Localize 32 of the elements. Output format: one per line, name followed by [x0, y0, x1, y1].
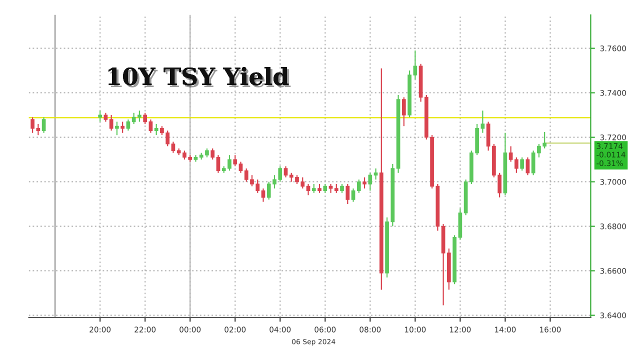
- candlestick: [328, 183, 333, 194]
- candlestick: [374, 168, 378, 180]
- candlestick: [346, 183, 350, 205]
- candlestick: [520, 156, 524, 172]
- candlestick: [402, 96, 406, 127]
- candlestick: [514, 156, 518, 174]
- candlestick: [30, 116, 34, 134]
- candlestick: [115, 121, 119, 136]
- candlestick: [356, 179, 361, 194]
- candlestick: [109, 114, 114, 132]
- candlestick: [233, 154, 238, 167]
- candlestick: [351, 188, 356, 202]
- candlestick: [284, 166, 288, 178]
- candlestick: [36, 123, 40, 136]
- candlestick: [306, 183, 310, 196]
- candlestick: [362, 176, 366, 190]
- candlestick: [171, 141, 176, 154]
- candlestick: [486, 121, 490, 152]
- candlestick: [120, 121, 125, 134]
- candlestick: [42, 116, 46, 134]
- candlestick: [148, 118, 153, 134]
- candlestick: [210, 148, 215, 160]
- candlestick: [508, 146, 513, 162]
- candlestick: [143, 112, 148, 124]
- text: 10Y TSY Yield: [108, 67, 291, 88]
- candlestick: [154, 123, 158, 136]
- candlestick: [98, 110, 102, 122]
- candlestick: [216, 154, 220, 174]
- candlestick: [480, 110, 485, 134]
- candlestick: [526, 156, 530, 176]
- candlestick: [238, 161, 243, 174]
- candlestick: [368, 172, 372, 192]
